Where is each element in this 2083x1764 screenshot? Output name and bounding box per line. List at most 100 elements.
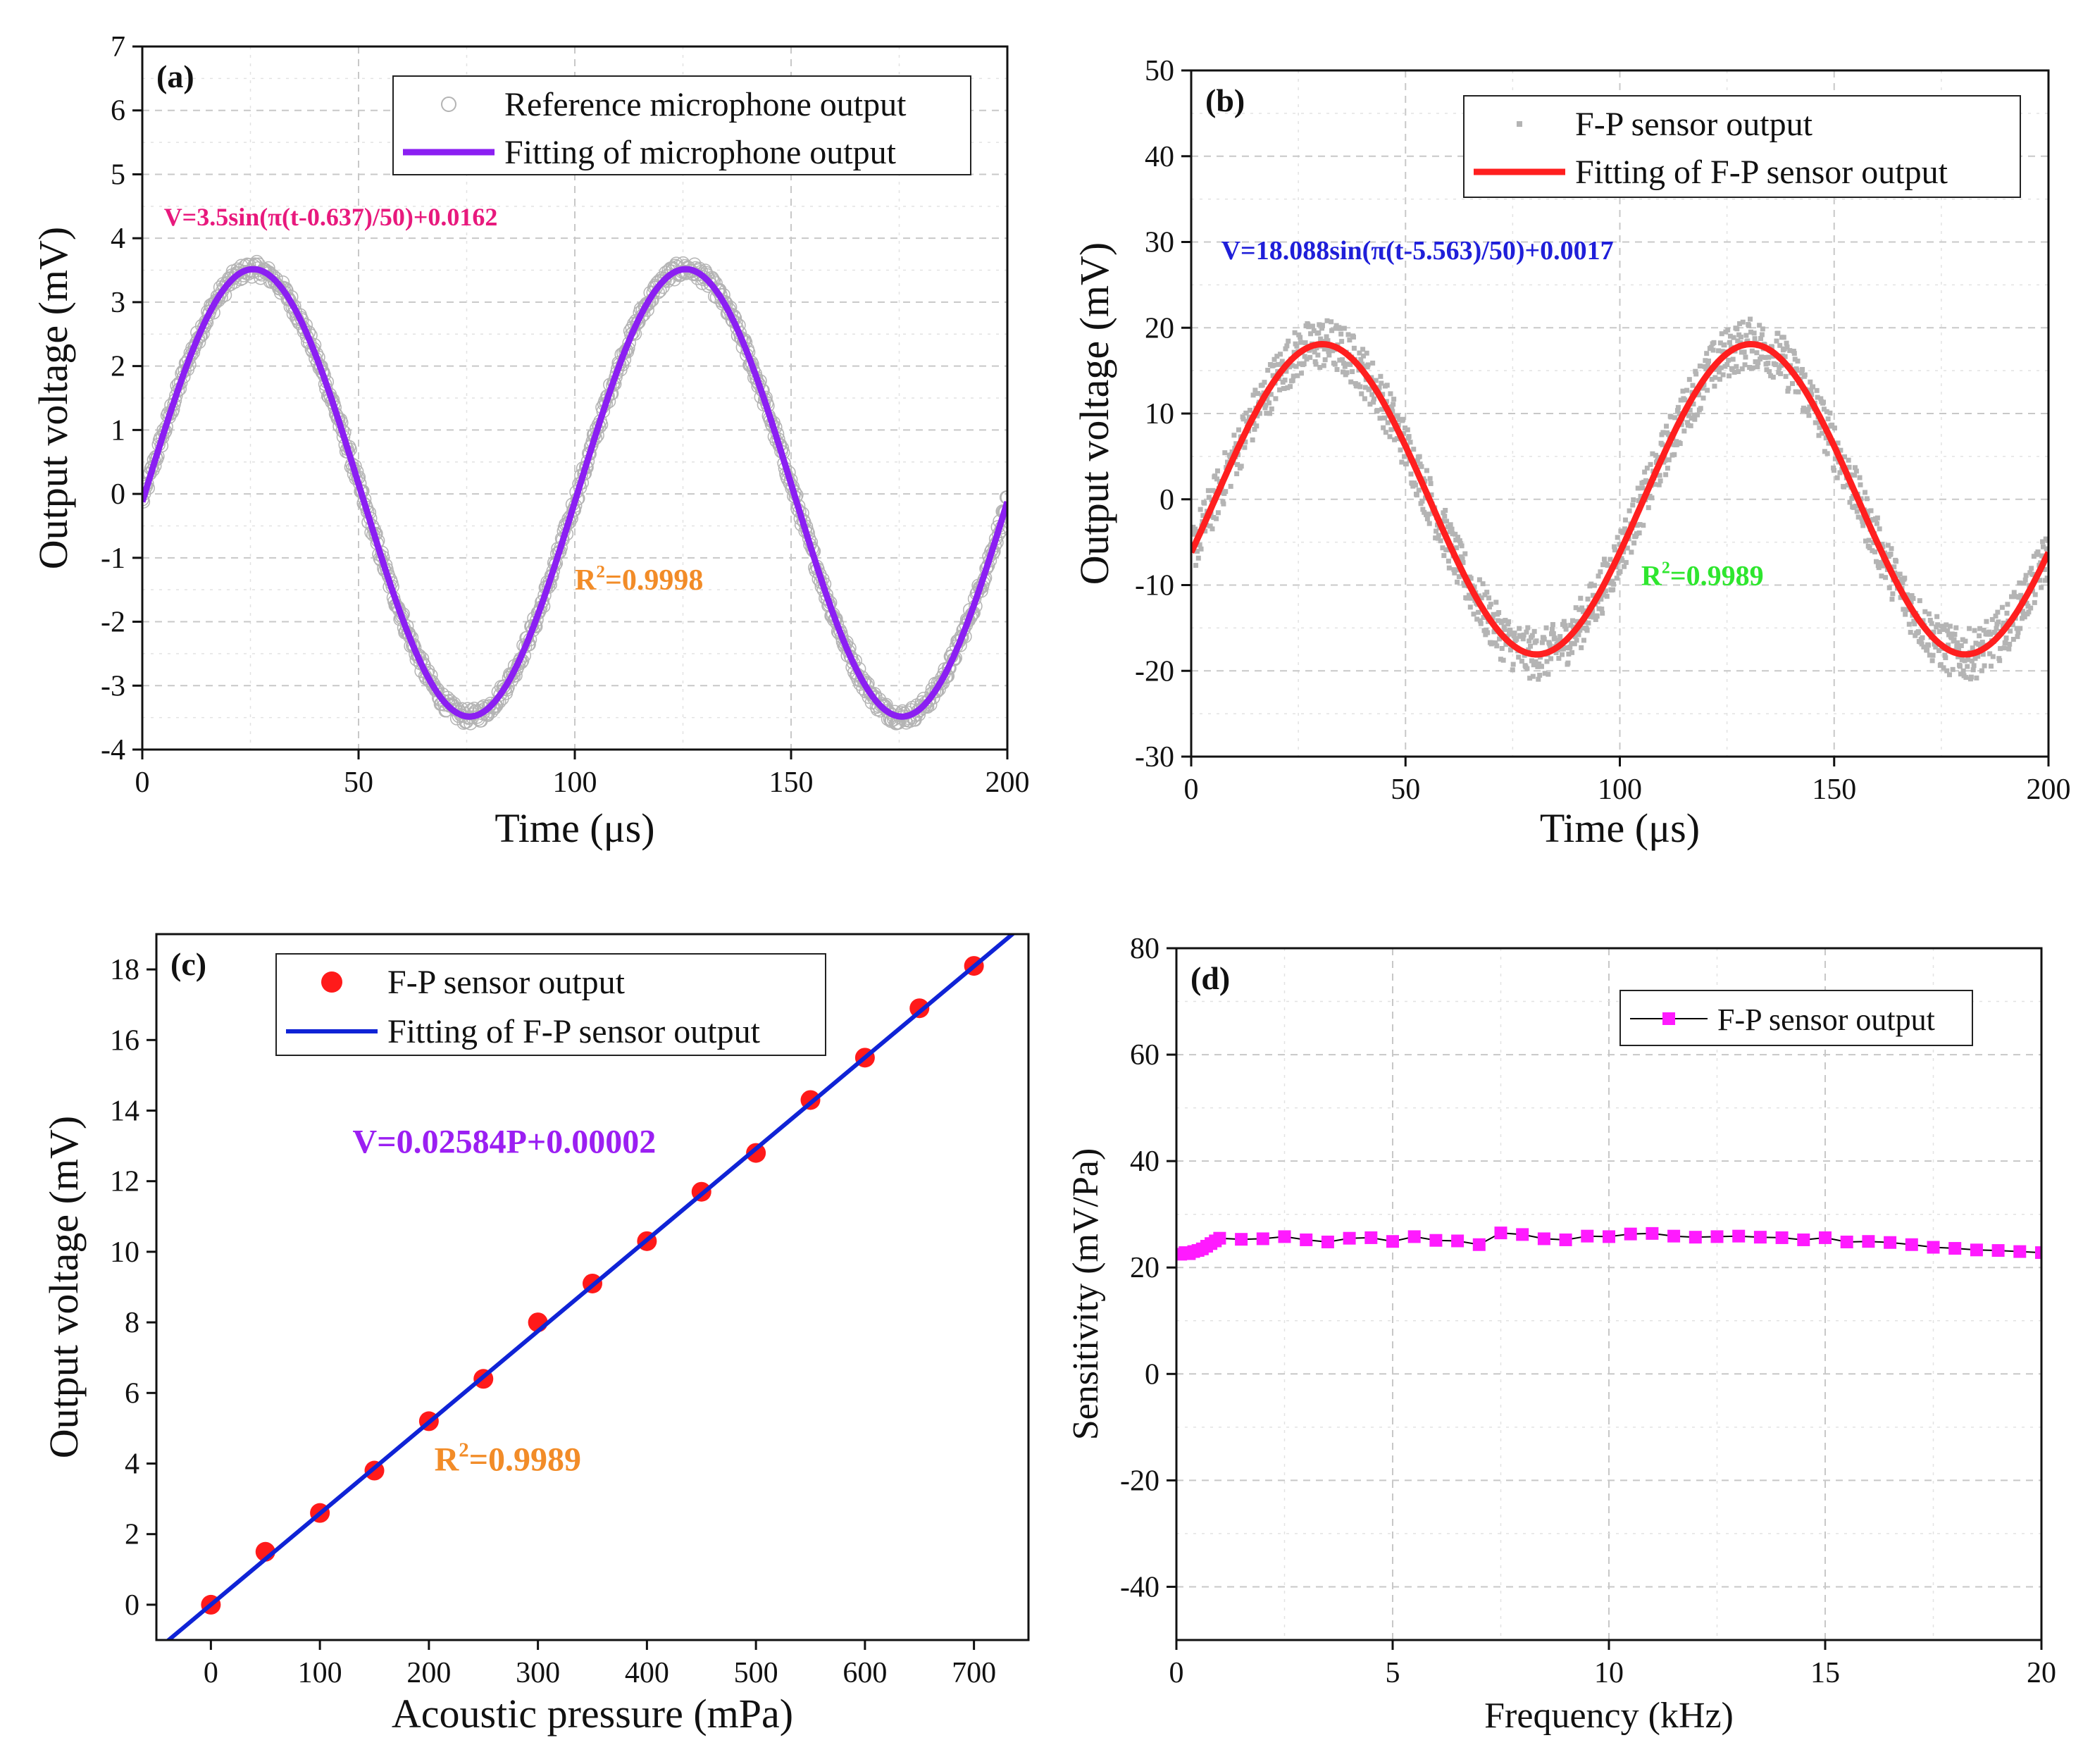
data-point <box>1870 548 1875 554</box>
data-point <box>1401 430 1407 436</box>
data-point <box>1457 538 1462 544</box>
y-tick-label: 4 <box>125 1448 139 1481</box>
legend-d: F-P sensor output <box>1619 990 1973 1046</box>
data-point <box>1777 342 1783 348</box>
data-point <box>1742 362 1748 368</box>
data-point <box>1254 423 1260 429</box>
data-point <box>1480 581 1486 587</box>
r-squared-superscript: 2 <box>459 1439 468 1461</box>
data-point <box>1757 323 1762 328</box>
data-point <box>1807 404 1812 410</box>
data-point <box>1476 593 1481 599</box>
data-point <box>1244 418 1250 424</box>
y-tick-label: -3 <box>101 670 125 702</box>
data-point <box>1243 410 1249 416</box>
y-tick-label: 50 <box>1145 55 1174 87</box>
data-point <box>1419 464 1424 469</box>
data-point <box>1906 621 1912 627</box>
grid-a <box>142 46 1007 750</box>
data-point <box>1739 349 1744 355</box>
data-point <box>2013 1245 2027 1258</box>
data-point <box>1557 634 1563 640</box>
data-point <box>1838 447 1843 453</box>
data-point <box>1351 345 1357 351</box>
data-point <box>1716 369 1722 375</box>
data-point <box>1436 533 1441 538</box>
y-tick-label: 8 <box>125 1307 139 1339</box>
panel-b: 0 50 100 150 200 -30 -20 -10 0 10 20 30 40 50 Time (μs… <box>1041 0 2083 882</box>
y-tick-label: -20 <box>1120 1465 1159 1497</box>
data-point <box>1525 625 1531 631</box>
data-point <box>1210 487 1216 493</box>
data-point <box>1658 478 1663 484</box>
data-point <box>1447 529 1453 535</box>
data-point <box>1380 392 1386 397</box>
data-point <box>1507 647 1513 653</box>
data-point <box>1503 642 1509 647</box>
data-point <box>1537 673 1543 678</box>
data-point <box>1484 590 1490 595</box>
data-point <box>1988 631 1994 637</box>
data-point <box>1341 361 1346 366</box>
legend-label: Fitting of F-P sensor output <box>387 1013 761 1050</box>
x-tick-label: 0 <box>204 1657 218 1689</box>
data-point <box>1466 592 1472 598</box>
data-point <box>1791 351 1797 356</box>
data-point <box>1306 324 1312 330</box>
data-point <box>2034 552 2040 557</box>
data-point <box>1574 619 1580 624</box>
data-point <box>1612 544 1617 549</box>
data-point <box>1927 652 1932 658</box>
data-point <box>1498 657 1503 662</box>
data-point <box>1521 632 1527 638</box>
data-point <box>1568 623 1574 628</box>
data-point <box>1979 640 1985 645</box>
data-point <box>1502 627 1507 633</box>
data-point <box>1652 481 1658 487</box>
data-point <box>1901 607 1906 612</box>
data-point <box>1973 640 1979 646</box>
data-point <box>1570 618 1576 623</box>
data-point <box>1367 386 1372 392</box>
y-tick-label: 0 <box>111 478 125 511</box>
data-point <box>1451 1234 1465 1248</box>
data-point <box>1680 388 1686 394</box>
data-point <box>1574 638 1579 643</box>
data-point <box>1959 657 1965 662</box>
data-point <box>1270 373 1276 378</box>
data-point <box>1709 376 1715 382</box>
data-point <box>1677 441 1683 447</box>
data-point <box>1957 664 1963 669</box>
data-point <box>1855 514 1861 520</box>
data-point <box>1886 585 1892 590</box>
data-point <box>1293 364 1299 369</box>
data-point <box>1531 662 1536 668</box>
data-point <box>1282 378 1288 383</box>
data-point <box>1228 483 1233 489</box>
data-point <box>1512 631 1517 636</box>
data-point <box>1444 518 1450 524</box>
data-point <box>1778 371 1784 376</box>
data-point <box>1769 344 1774 350</box>
data-point <box>1200 513 1206 518</box>
data-point <box>1420 507 1426 512</box>
data-point <box>1479 595 1484 601</box>
data-point <box>1273 396 1279 402</box>
data-point <box>1369 392 1375 397</box>
data-point <box>1460 560 1466 566</box>
data-point <box>1879 541 1885 547</box>
y-axis-title: Output voltage (mV) <box>1071 242 1117 585</box>
data-point <box>1277 352 1283 357</box>
data-point <box>1779 363 1784 368</box>
data-point <box>1774 338 1779 344</box>
data-point <box>2010 637 2016 642</box>
data-point <box>1510 662 1516 667</box>
data-point <box>1359 391 1364 397</box>
data-point <box>1499 645 1505 651</box>
data-point <box>1646 1226 1659 1240</box>
data-point <box>1302 354 1307 359</box>
data-point <box>1794 368 1800 373</box>
data-point <box>1255 391 1261 397</box>
legend-label: F-P sensor output <box>1717 1002 1935 1037</box>
data-point <box>1759 332 1765 337</box>
